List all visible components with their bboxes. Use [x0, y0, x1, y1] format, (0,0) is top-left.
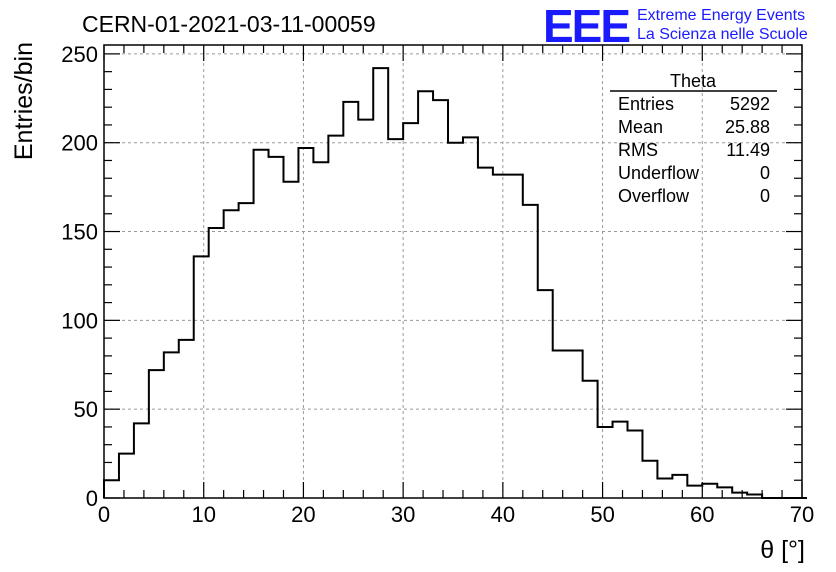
- y-tick-label: 50: [74, 397, 98, 422]
- eee-logo: EEE Extreme Energy Events La Scienza nel…: [543, 0, 808, 52]
- stats-row-label: Mean: [618, 117, 663, 137]
- stats-row-value: 0: [760, 163, 770, 183]
- stats-row-value: 5292: [730, 94, 770, 114]
- y-tick-label: 100: [61, 308, 98, 333]
- chart-title: CERN-01-2021-03-11-00059: [82, 11, 376, 37]
- stats-row-label: Overflow: [618, 186, 690, 206]
- stats-row-value: 25.88: [725, 117, 770, 137]
- stats-row-label: Underflow: [618, 163, 700, 183]
- x-tick-labels: 0 10 20 30 40 50 60 70: [98, 502, 814, 527]
- y-axis-label: Entries/bin: [10, 42, 38, 160]
- y-tick-label: 250: [61, 42, 98, 67]
- y-tick-label: 150: [61, 220, 98, 245]
- stats-row-label: Entries: [618, 94, 674, 114]
- stats-row-value: 11.49: [726, 140, 770, 160]
- y-tick-label: 200: [61, 131, 98, 156]
- eee-logo-mark: EEE: [543, 0, 629, 52]
- x-tick-label: 60: [690, 502, 714, 527]
- stats-row-label: RMS: [618, 140, 658, 160]
- plot-frame: [103, 44, 803, 499]
- x-tick-label: 30: [391, 502, 415, 527]
- axis-ticks: [103, 45, 803, 499]
- x-tick-label: 50: [590, 502, 614, 527]
- eee-logo-line1: Extreme Energy Events: [637, 7, 805, 24]
- x-axis-label: θ [°]: [760, 536, 805, 564]
- x-tick-label: 70: [790, 502, 814, 527]
- y-tick-label: 0: [86, 486, 98, 511]
- stats-box: Theta Entries 5292 Mean 25.88 RMS 11.49 Underf…: [610, 71, 777, 206]
- x-tick-label: 40: [491, 502, 515, 527]
- x-tick-label: 20: [291, 502, 315, 527]
- x-tick-label: 10: [191, 502, 215, 527]
- y-tick-labels: 0 50 100 150 200 250: [61, 42, 98, 511]
- stats-row-value: 0: [760, 186, 770, 206]
- stats-title: Theta: [670, 71, 717, 91]
- stats-rows: Entries 5292 Mean 25.88 RMS 11.49 Underflow 0 Ov…: [618, 94, 770, 206]
- x-tick-label: 0: [98, 502, 110, 527]
- histogram-line: [103, 67, 807, 499]
- eee-logo-line2: La Scienza nelle Scuole: [637, 26, 808, 43]
